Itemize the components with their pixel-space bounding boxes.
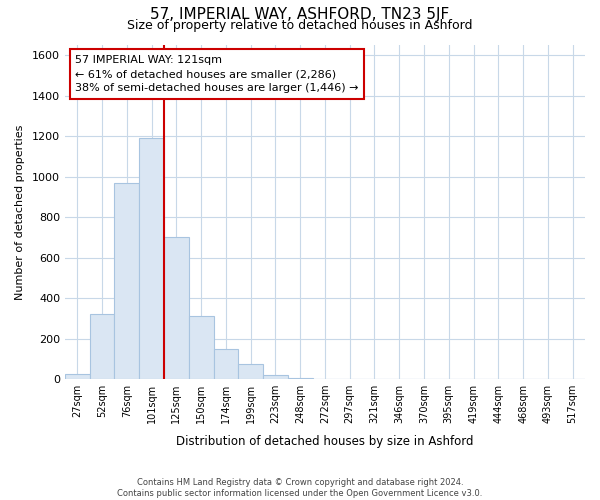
Bar (115, 182, 139, 379)
Bar (189, 316, 214, 379)
Bar (139, 138, 164, 379)
X-axis label: Distribution of detached houses by size in Ashford: Distribution of detached houses by size … (176, 434, 474, 448)
Text: Contains HM Land Registry data © Crown copyright and database right 2024.
Contai: Contains HM Land Registry data © Crown c… (118, 478, 482, 498)
Y-axis label: Number of detached properties: Number of detached properties (15, 124, 25, 300)
Bar (288, 378, 313, 379)
Bar (164, 238, 189, 379)
Bar (263, 375, 288, 379)
Text: 57, IMPERIAL WAY, ASHFORD, TN23 5JF: 57, IMPERIAL WAY, ASHFORD, TN23 5JF (151, 8, 449, 22)
Text: 57 IMPERIAL WAY: 121sqm
← 61% of detached houses are smaller (2,286)
38% of semi: 57 IMPERIAL WAY: 121sqm ← 61% of detache… (76, 55, 359, 93)
Text: Size of property relative to detached houses in Ashford: Size of property relative to detached ho… (127, 19, 473, 32)
Bar (89, 314, 115, 379)
Bar (238, 364, 263, 379)
Bar (214, 348, 238, 379)
Bar (65, 374, 89, 379)
